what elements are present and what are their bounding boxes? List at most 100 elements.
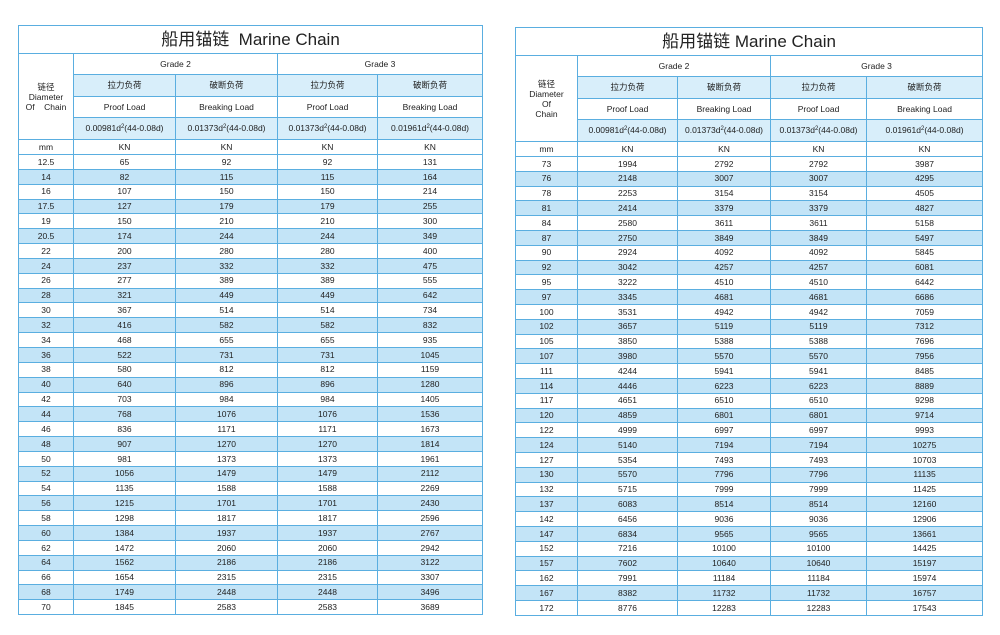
diameter-value: 40 [18, 376, 74, 393]
load-value: 332 [277, 257, 378, 274]
load-value: 8889 [865, 377, 984, 394]
load-value: 416 [73, 317, 176, 334]
diameter-value: 92 [515, 259, 578, 276]
load-value: 389 [175, 272, 278, 289]
load-value: 4505 [865, 185, 984, 202]
table-row: 22 200 280 280 400 [18, 243, 484, 259]
load-value: 5941 [677, 363, 771, 379]
load-value: 115 [175, 168, 278, 185]
formula-rest: (44-0.08d) [226, 123, 266, 134]
diameter-value: 95 [515, 274, 578, 291]
diameter-value: 64 [18, 554, 74, 571]
formula-base: 0.01373d [779, 125, 815, 136]
diameter-value: 87 [515, 229, 578, 246]
load-value: 7194 [770, 437, 867, 453]
diameter-value: 84 [515, 215, 578, 231]
formula-exponent: 2 [920, 126, 925, 133]
diameter-value: 147 [515, 525, 578, 542]
diameter-value: 12.5 [18, 154, 74, 170]
load-value: 3531 [577, 303, 678, 320]
diameter-header: 链径 Diameter Of Chain [515, 55, 578, 142]
load-value: 7493 [677, 451, 771, 468]
load-value: 935 [376, 332, 484, 348]
load-value: 2112 [376, 465, 484, 482]
table-title: 船用锚链 Marine Chain [17, 25, 484, 54]
load-value: 2148 [577, 170, 678, 187]
load-value: 11135 [865, 466, 984, 483]
diameter-value: 44 [18, 406, 74, 423]
diameter-value: 122 [515, 422, 578, 439]
load-value: 13661 [865, 525, 984, 542]
table-row: 48 907 1270 1270 1814 [18, 436, 484, 452]
load-value: 4257 [770, 259, 867, 276]
load-value: 4827 [865, 200, 984, 217]
load-value: 5941 [770, 363, 867, 379]
formula: 0.01961d2(44-0.08d) [376, 117, 484, 140]
table-row: 142 6456 9036 9036 12906 [515, 511, 984, 527]
load-value: 1749 [73, 584, 176, 601]
table-row: 105 3850 5388 5388 7696 [515, 333, 984, 350]
formula-base: 0.01373d [684, 125, 721, 136]
diameter-value: 76 [515, 170, 578, 187]
diameter-value: 124 [515, 437, 578, 453]
load-value: 1405 [376, 391, 484, 408]
table-row: mm KN KN KN KN [515, 141, 984, 157]
load-value: 514 [277, 302, 378, 319]
table-row: mm KN KN KN KN [18, 139, 484, 155]
load-value: 1479 [175, 465, 278, 482]
load-value: 514 [175, 302, 278, 319]
load-value: 1135 [73, 480, 176, 497]
load-value: 11184 [677, 570, 771, 587]
diameter-value: 22 [18, 243, 74, 259]
load-value: 5497 [865, 229, 984, 246]
load-value: 9036 [770, 511, 867, 527]
table-row: 100 3531 4942 4942 7059 [515, 303, 984, 320]
load-value: 2186 [277, 554, 378, 571]
load-value: 7312 [865, 318, 984, 335]
load-value: 2269 [376, 480, 484, 497]
diameter-value: 16 [18, 183, 74, 200]
load-value: 210 [277, 213, 378, 230]
load-value: 9036 [677, 511, 771, 527]
load-value: 15197 [865, 555, 984, 572]
load-value: 115 [277, 168, 378, 185]
load-value: 389 [277, 272, 378, 289]
english-header: Breaking Load [175, 96, 278, 118]
load-value: 1654 [73, 569, 176, 586]
diameter-header-line: Of [542, 98, 551, 109]
diameter-value: 28 [18, 287, 74, 304]
diameter-value: 50 [18, 450, 74, 467]
load-value: 4681 [677, 289, 771, 305]
load-value: 5140 [577, 437, 678, 453]
unit-header: mm [18, 139, 74, 155]
load-value: 1298 [73, 510, 176, 527]
diameter-value: 120 [515, 407, 578, 424]
load-value: 1373 [277, 450, 378, 467]
table-row: 36 522 731 731 1045 [18, 346, 484, 363]
load-value: 6686 [865, 289, 984, 305]
table-row: 20.5 174 244 244 349 [18, 228, 484, 245]
table-row: 97 3345 4681 4681 6686 [515, 289, 984, 305]
load-value: 4257 [677, 259, 771, 276]
table-row: 46 836 1171 1171 1673 [18, 421, 484, 438]
load-value: 9714 [865, 407, 984, 424]
diameter-value: 97 [515, 289, 578, 305]
load-value: 131 [376, 154, 484, 170]
load-value: 468 [73, 332, 176, 348]
load-value: 1270 [175, 436, 278, 452]
table-row: 32 416 582 582 832 [18, 317, 484, 334]
formula-exponent: 2 [720, 126, 724, 133]
load-value: 12283 [770, 599, 867, 616]
formula-rest: (44-0.08d) [924, 125, 964, 136]
table-row: 28 321 449 449 642 [18, 287, 484, 304]
diameter-header-line: Of Chain [25, 101, 67, 112]
load-value: 5715 [577, 481, 678, 498]
table-row: 56 1215 1701 1701 2430 [18, 495, 484, 512]
load-value: 6510 [677, 392, 771, 409]
load-value: 244 [175, 228, 278, 245]
load-value: 3042 [577, 259, 678, 276]
load-value: 1701 [277, 495, 378, 512]
table-row: 167 8382 11732 11732 16757 [515, 585, 984, 601]
load-value: 522 [73, 346, 176, 363]
load-value: 8382 [577, 585, 678, 601]
